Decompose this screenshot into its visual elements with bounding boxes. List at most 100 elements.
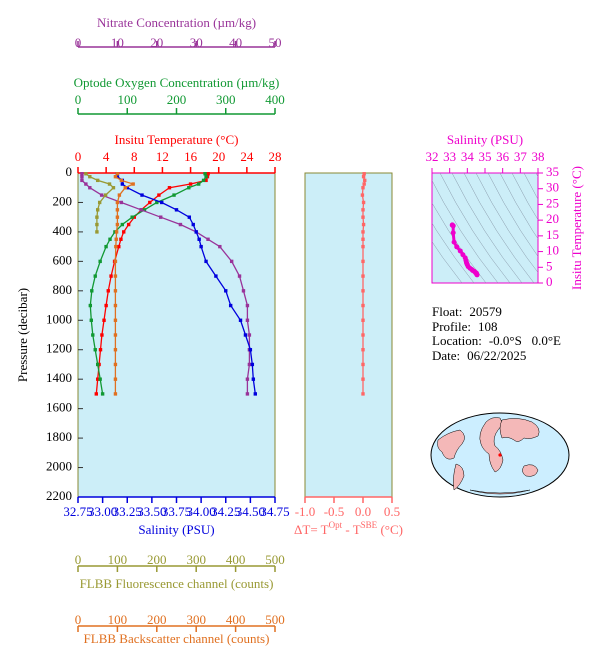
x-tick-label: 300 [186,552,206,567]
profile-point [361,186,365,190]
profile-point [361,303,365,308]
profile-point [196,182,201,186]
profile-point [224,289,228,293]
ts-point [457,248,463,254]
profile-point [80,178,84,183]
x-tick-label: 32 [426,149,439,164]
profile-point [245,318,250,322]
profile-point [253,392,257,396]
profile-point [187,186,191,190]
profile-point [204,259,208,264]
x-tick-label: 32.75 [63,504,92,519]
profile-point [243,333,248,337]
axis-title-part: SBE [361,520,378,530]
profile-point [361,333,365,337]
x-tick-label: 100 [118,92,138,107]
float-info: Float: 20579 Profile: 108 Location: -0.0°S … [432,304,561,363]
x-tick-label: 300 [186,612,206,627]
x-tick-label: 34.00 [187,504,216,519]
y-tick-label: 25 [546,195,559,210]
y-tick-label: 1800 [46,429,72,444]
ts-point [450,230,456,236]
y-tick-label: 600 [53,252,73,267]
y-tick-label: 400 [53,223,73,238]
profile-point [93,348,97,352]
profile-point [361,392,365,396]
axis-title: Insitu Temperature (°C) [115,132,239,147]
profile-point [206,172,210,176]
x-tick-label: 37 [514,149,528,164]
x-tick-label: 33.00 [88,504,117,519]
profile-point [113,274,118,278]
x-tick-label: 100 [108,612,128,627]
x-tick-label: 0 [75,92,82,107]
profile-point [119,178,124,183]
profile-point [88,303,93,308]
profile-point [84,182,88,186]
profile-point [88,186,92,190]
map-land [437,429,465,460]
profile-point [96,362,100,367]
profile-point [361,237,365,241]
profile-point [238,318,243,322]
profile-point [80,172,84,176]
axis-title-part: - T [342,522,361,537]
info-label: Profile: [432,319,471,334]
x-tick-label: 33 [443,149,456,164]
profile-point [157,193,161,197]
axis-title: Nitrate Concentration (µm/kg) [97,15,256,30]
x-tick-label: 0 [75,149,82,164]
x-axis-title: Salinity (PSU) [447,132,523,147]
profile-point [178,222,183,227]
x-tick-label: 35 [479,149,492,164]
x-tick-label: 400 [226,552,246,567]
profile-point [111,186,116,190]
profile-point [188,182,193,186]
y-tick-label: 20 [546,211,559,226]
profile-point [245,377,250,381]
profile-point [174,208,179,212]
profile-point [148,200,152,205]
profile-point [361,274,365,278]
profile-point [88,174,92,179]
x-tick-label: 50 [269,35,282,50]
x-tick-label: 20 [150,35,163,50]
profile-point [140,193,144,197]
x-tick-label: 0.5 [384,504,400,519]
y-tick-label: 5 [546,258,553,273]
x-tick-label: -0.5 [324,504,345,519]
profile-point [155,200,159,205]
profile-point [113,174,118,179]
x-tick-label: 400 [226,612,246,627]
profile-point [362,182,366,186]
profile-point [229,259,234,264]
profile-point [120,182,125,186]
profile-point [361,222,366,227]
profile-point [361,215,365,219]
profile-point [245,303,250,308]
x-tick-label: 0 [75,35,82,50]
profile-point [115,174,120,179]
profile-point [360,193,365,197]
profile-point [104,303,108,308]
profile-point [95,215,99,219]
profile-point [362,172,366,176]
profile-point [117,244,121,249]
x-tick-label: 16 [184,149,198,164]
y-tick-label: 2000 [46,459,72,474]
profile-point [98,259,102,264]
profile-point [247,362,252,367]
axis-title: FLBB Fluorescence channel (counts) [80,576,274,591]
profile-point [119,200,124,205]
profile-point [361,289,365,293]
profile-point [113,303,118,308]
x-tick-label: 20 [212,149,225,164]
x-tick-label: 33.50 [137,504,166,519]
info-label: Float: [432,304,462,319]
profile-point [199,244,203,249]
profile-point [100,392,105,396]
profile-point [99,193,104,197]
x-tick-label: 200 [167,92,187,107]
axis-title: Optode Oxygen Concentration (µm/kg) [74,75,280,90]
